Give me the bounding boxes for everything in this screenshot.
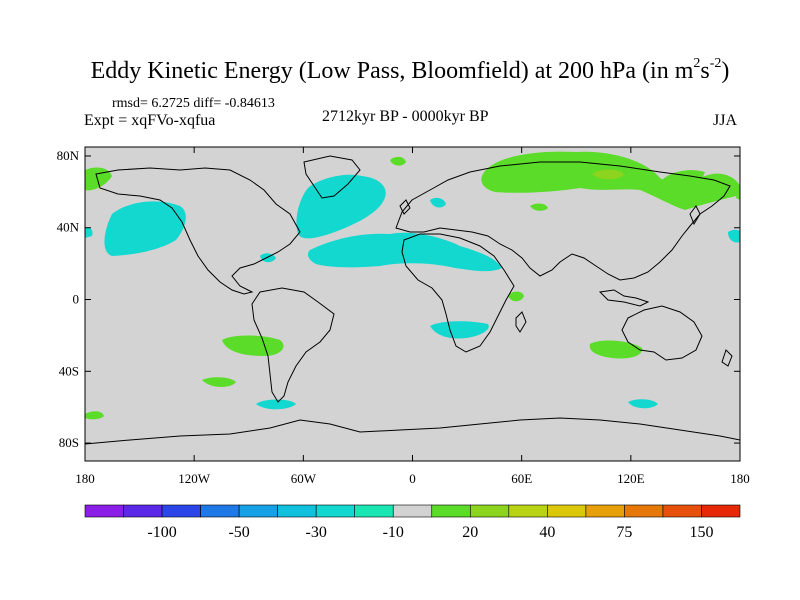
- colorbar-label: -10: [383, 524, 404, 541]
- lon-tick-label: 60W: [291, 471, 317, 486]
- colorbar-box: [662, 504, 702, 518]
- coast-british-isles: [399, 199, 411, 215]
- coast-madagascar: [515, 311, 527, 333]
- colorbar-box: [469, 504, 510, 518]
- lon-tick-label: 180: [730, 471, 750, 486]
- colorbar-box: [354, 504, 394, 518]
- colorbar-box: [277, 504, 317, 518]
- colorbar-box: [200, 504, 240, 518]
- lat-tick-label: 80N: [57, 148, 80, 163]
- coast-antarctica: [85, 417, 740, 445]
- coast-south-america: [251, 287, 335, 403]
- patch-kazakh: [530, 203, 548, 211]
- colorbar-box: [508, 504, 548, 518]
- coast-africa: [401, 233, 515, 353]
- patch-greenland-sea: [390, 156, 406, 166]
- patch-south-pacific-2: [202, 377, 236, 387]
- patch-atlantic-north: [296, 174, 386, 239]
- colorbar-label: 20: [462, 524, 478, 541]
- colorbar-labels: -100 -50 -30 -10 20 40 75 150: [147, 524, 713, 541]
- lon-tick-label: 180: [75, 471, 95, 486]
- title-main: Eddy Kinetic Energy (Low Pass, Bloomfiel…: [90, 58, 694, 84]
- coast-greenland: [303, 155, 361, 199]
- patch-southern-ocean-cyan-2: [628, 399, 658, 409]
- patch-ne-pacific-edge: [728, 229, 740, 243]
- lon-tick-label: 60E: [511, 471, 532, 486]
- coast-japan: [689, 205, 701, 226]
- title-end: ): [721, 58, 730, 84]
- patch-west-pacific: [736, 186, 740, 200]
- patch-alaska: [85, 167, 112, 191]
- coast-new-zealand: [721, 349, 733, 367]
- coast-indonesia: [598, 289, 650, 307]
- patch-siberia-light: [592, 169, 624, 180]
- colorbar-box: [392, 504, 433, 518]
- colorbar-label: 150: [689, 524, 713, 541]
- patch-mediterranean: [430, 197, 446, 208]
- lat-tick-label: 40S: [59, 363, 79, 378]
- colorbar-label: -100: [147, 524, 176, 541]
- latitude-axis: 80N 40N 0 40S 80S: [57, 148, 740, 450]
- lon-tick-label: 120E: [617, 471, 645, 486]
- patch-south-pacific-1: [222, 335, 284, 356]
- lat-tick-label: 0: [73, 292, 80, 307]
- longitude-axis: 180 120W 60W 0 60E 120E 180: [75, 147, 750, 486]
- patch-southern-ocean-cyan-1: [256, 399, 296, 410]
- patch-nw-pacific-edge: [85, 227, 93, 238]
- colorbar-label: -50: [228, 524, 249, 541]
- colorbar: [84, 504, 741, 518]
- coast-north-america: [95, 167, 301, 295]
- coast-eurasia: [395, 161, 731, 281]
- lon-tick-label: 120W: [178, 471, 211, 486]
- patch-atlantic-band: [308, 232, 502, 272]
- patch-africa-east: [508, 291, 524, 302]
- colorbar-box: [123, 504, 163, 518]
- colorbar-box: [547, 504, 587, 518]
- plot-title: Eddy Kinetic Energy (Low Pass, Bloomfiel…: [0, 56, 800, 85]
- colorbar-label: 40: [539, 524, 555, 541]
- colorbar-box: [585, 504, 625, 518]
- map-background: [85, 147, 740, 461]
- anomaly-patches: [85, 151, 740, 420]
- colorbar-box: [238, 504, 278, 518]
- season-label: JJA: [713, 112, 738, 129]
- colorbar-label: 75: [616, 524, 632, 541]
- experiment-label: Expt = xqFVo-xqfua: [84, 112, 216, 129]
- coast-australia: [621, 305, 703, 361]
- patch-north-pacific: [104, 201, 186, 256]
- colorbar-box: [431, 504, 471, 518]
- patch-indian-ocean: [589, 340, 643, 359]
- patch-southern-africa: [430, 321, 489, 339]
- title-sup-1: 2: [693, 56, 701, 71]
- coastlines: [85, 155, 740, 445]
- colorbar-box: [624, 504, 664, 518]
- title-mid: s: [700, 58, 710, 84]
- colorbar-box: [315, 504, 356, 518]
- lat-tick-label: 80S: [59, 435, 79, 450]
- stats-text: rmsd= 6.2725 diff= -0.84613: [112, 96, 275, 111]
- colorbar-box: [161, 504, 201, 518]
- lat-tick-label: 40N: [57, 220, 80, 235]
- colorbar-box: [84, 504, 124, 518]
- colorbar-label: -30: [306, 524, 327, 541]
- patch-southern-ocean-green: [85, 411, 104, 420]
- colorbar-box: [701, 504, 741, 518]
- period-label: 2712kyr BP - 0000kyr BP: [322, 108, 489, 125]
- lon-tick-label: 0: [409, 471, 416, 486]
- title-sup-2: -2: [709, 56, 722, 71]
